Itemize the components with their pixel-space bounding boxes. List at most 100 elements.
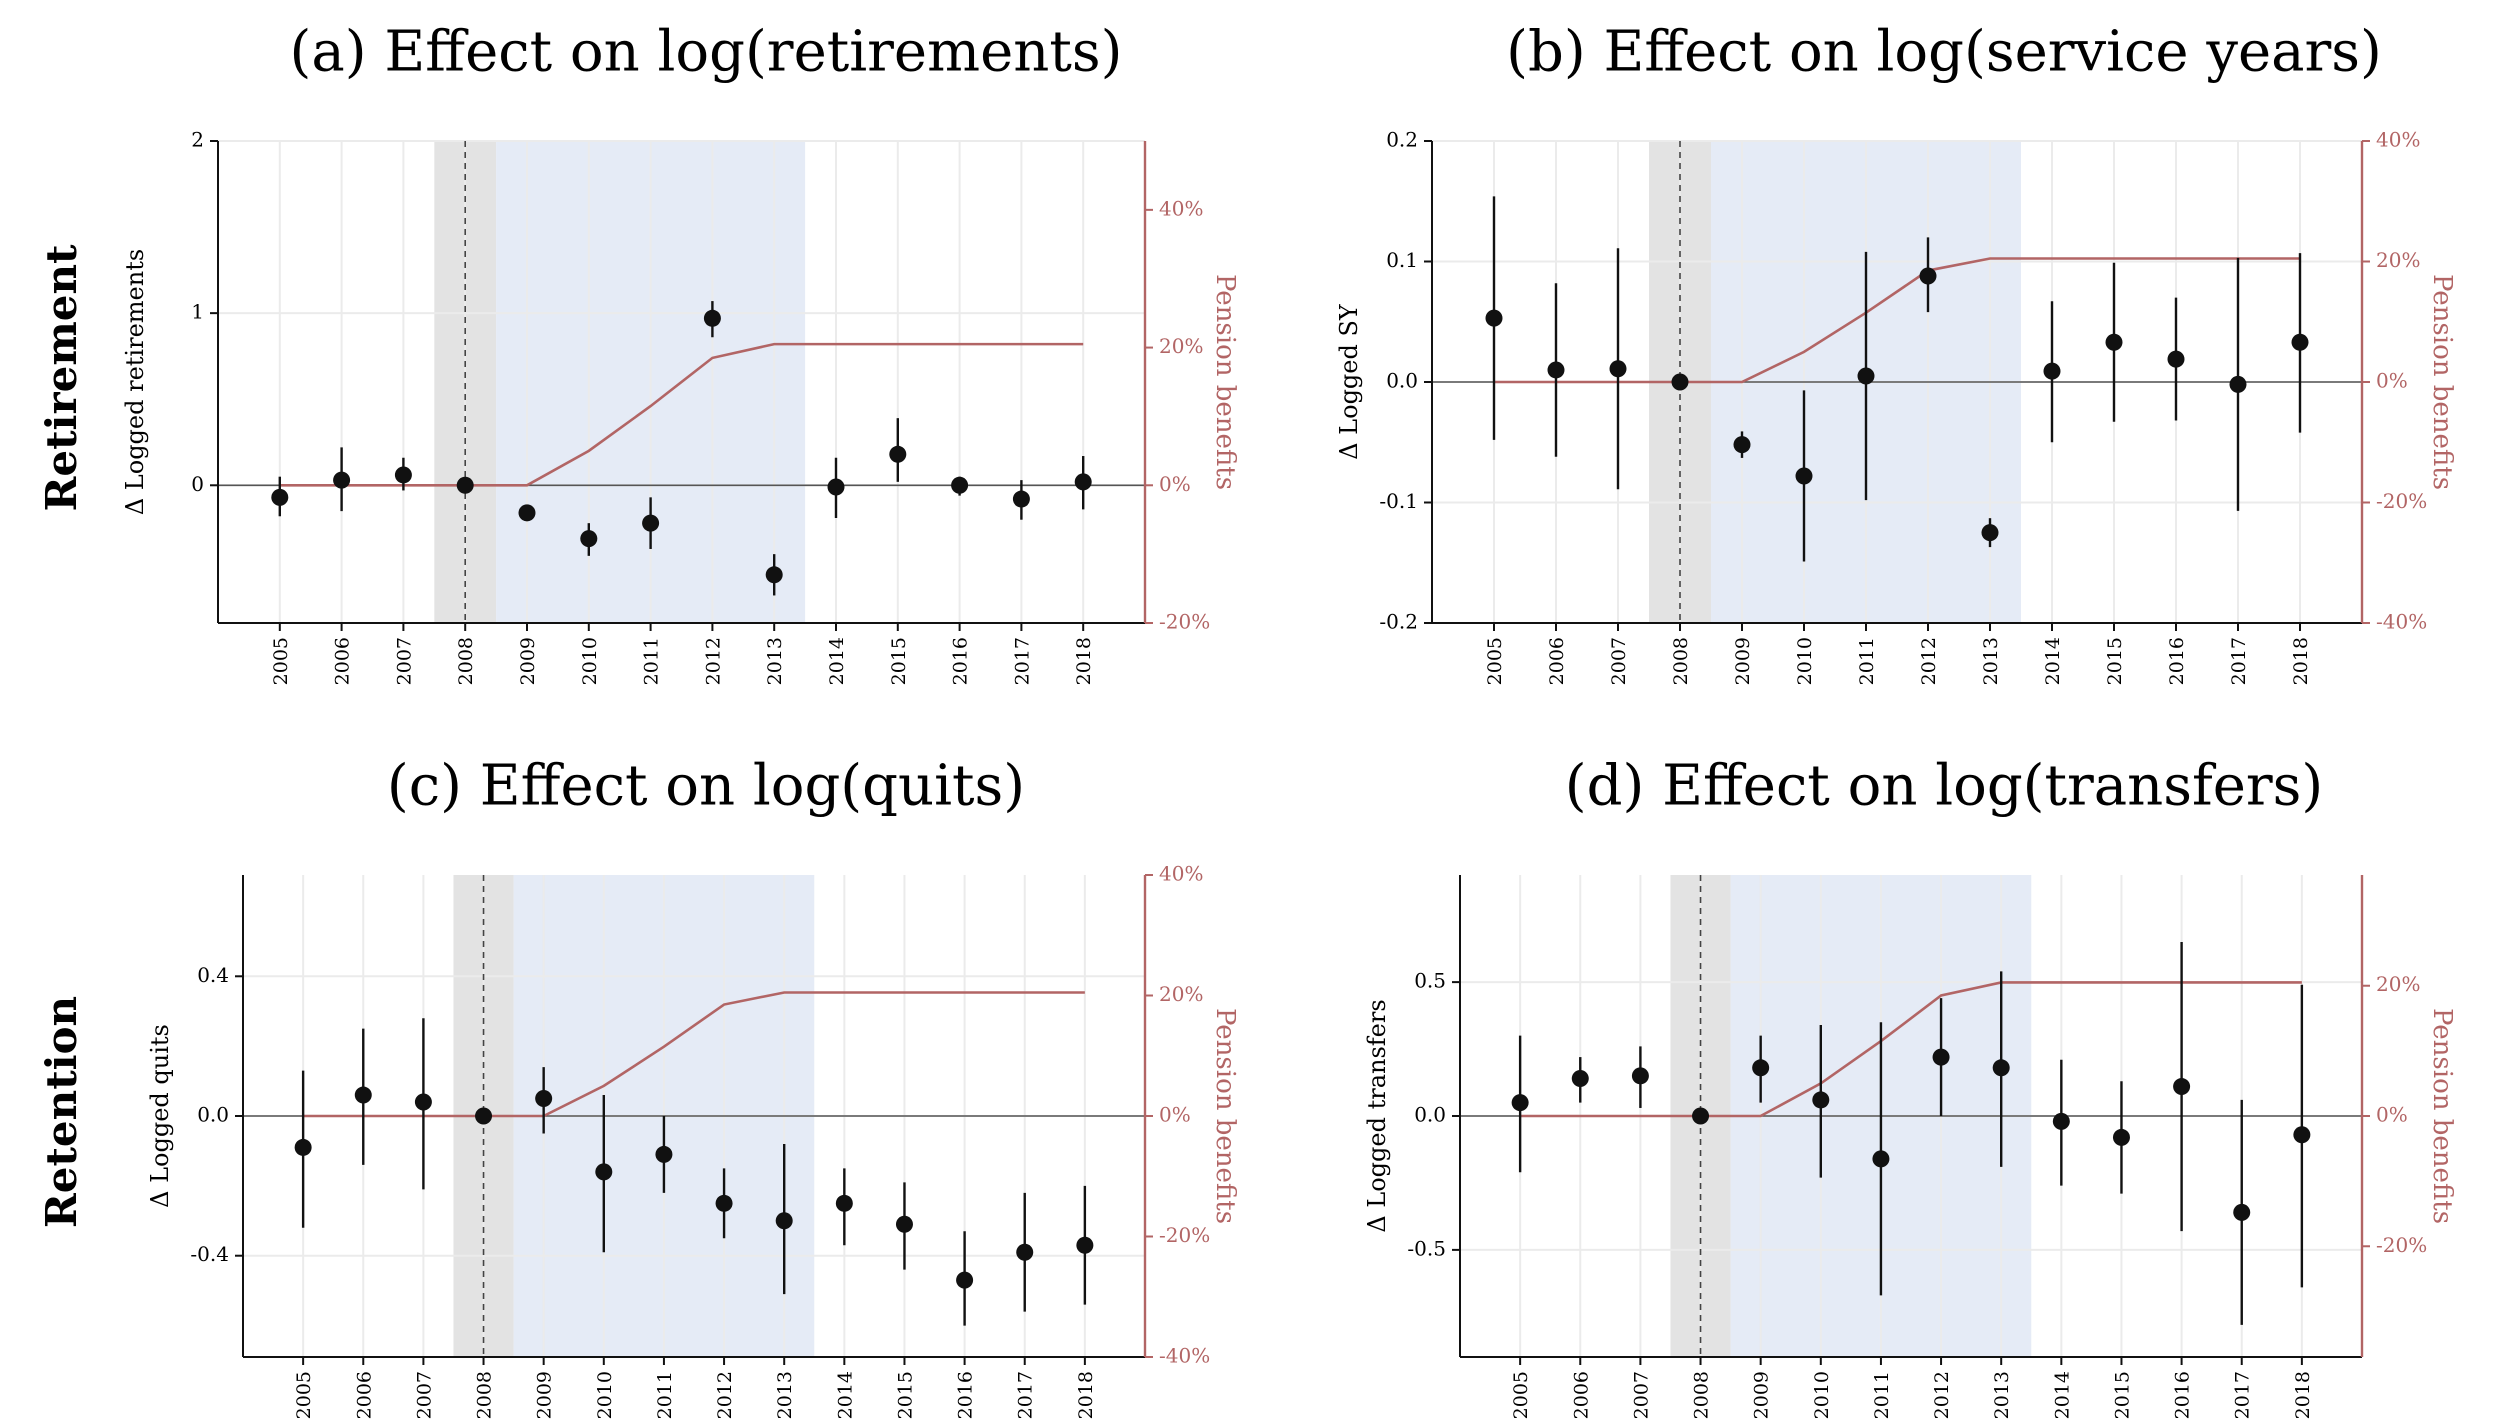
- estimate-point: [1012, 490, 1030, 508]
- x-tick-label: 2010: [579, 637, 601, 685]
- estimate-point: [535, 1090, 553, 1108]
- x-tick-label: 2008: [474, 1371, 496, 1419]
- estimate-point: [580, 530, 598, 548]
- estimate-point: [333, 471, 351, 489]
- x-tick-label: 2007: [393, 637, 415, 685]
- y-tick-label: 0.4: [197, 963, 229, 987]
- pension-benefits-line: [303, 991, 1085, 1118]
- y2-tick-label: 40%: [1159, 196, 1203, 220]
- estimate-point: [1795, 467, 1813, 485]
- y-tick-label: 1: [191, 300, 204, 324]
- x-tick-label: 2018: [2292, 1371, 2314, 1419]
- y-tick-label: 0.0: [1414, 1103, 1446, 1127]
- estimate-point: [1485, 309, 1503, 327]
- chart-title: (b) Effect on log(service years): [1506, 20, 2382, 85]
- x-tick-label: 2012: [1918, 637, 1940, 685]
- estimate-point: [765, 566, 783, 584]
- x-tick-label: 2014: [826, 637, 848, 685]
- estimate-point: [1571, 1070, 1589, 1088]
- x-tick-label: 2011: [1856, 637, 1878, 685]
- x-tick-label: 2009: [517, 637, 539, 685]
- estimate-point: [835, 1194, 853, 1212]
- y2-tick-label: 0%: [2376, 369, 2408, 393]
- estimate-point: [1752, 1059, 1770, 1077]
- chart-title: (d) Effect on log(transfers): [1565, 754, 2323, 819]
- y2-axis-label: Pension benefits: [1210, 1008, 1240, 1224]
- y2-tick-label: -20%: [1159, 1223, 1210, 1247]
- x-tick-label: 2015: [888, 637, 910, 685]
- estimate-point: [1857, 367, 1875, 385]
- y-tick-label: -0.1: [1379, 489, 1418, 513]
- x-tick-label: 2015: [2104, 637, 2126, 685]
- y-tick-label: 0.2: [1386, 128, 1418, 152]
- y-tick-label: 0.0: [1386, 369, 1418, 393]
- x-tick-label: 2005: [1510, 1371, 1532, 1419]
- x-tick-label: 2011: [641, 637, 663, 685]
- estimate-point: [642, 514, 660, 532]
- estimate-point: [2052, 1112, 2070, 1130]
- y2-tick-label: -40%: [2376, 610, 2427, 634]
- estimate-point: [1609, 360, 1627, 378]
- estimate-point: [1692, 1107, 1710, 1125]
- x-tick-label: 2017: [1015, 1371, 1037, 1419]
- estimate-point: [2043, 362, 2061, 380]
- estimate-point: [1872, 1150, 1890, 1168]
- estimate-point: [2105, 333, 2123, 351]
- pension-benefits-line: [1520, 981, 2302, 1118]
- y2-tick-label: 20%: [2376, 248, 2420, 272]
- chart-title: (c) Effect on log(quits): [387, 754, 1025, 819]
- x-tick-label: 2011: [654, 1371, 676, 1419]
- y2-tick-label: 0%: [2376, 1103, 2408, 1127]
- estimate-point: [518, 504, 536, 522]
- estimate-point: [414, 1093, 432, 1111]
- x-tick-label: 2013: [774, 1371, 796, 1419]
- x-tick-label: 2008: [455, 637, 477, 685]
- estimate-point: [827, 478, 845, 496]
- estimate-point: [703, 309, 721, 327]
- x-tick-label: 2007: [1608, 637, 1630, 685]
- x-tick-label: 2015: [2111, 1371, 2133, 1419]
- pension-benefits-line: [1494, 257, 2300, 384]
- y2-tick-label: 40%: [1159, 862, 1203, 886]
- y-tick-label: 2: [191, 128, 204, 152]
- x-tick-label: 2011: [1871, 1371, 1893, 1419]
- estimate-point: [271, 488, 289, 506]
- chart-panel-d: (d) Effect on log(transfers) -0.5 0.0 0.5 Δ …: [1363, 754, 2457, 1420]
- x-tick-label: 2006: [1570, 1371, 1592, 1419]
- y-tick-label: 0.1: [1386, 248, 1418, 272]
- estimate-point: [1016, 1243, 1034, 1261]
- estimate-point: [655, 1145, 673, 1163]
- x-tick-label: 2016: [955, 1371, 977, 1419]
- y2-tick-label: 0%: [1159, 1103, 1191, 1127]
- row-label-retirement: Retirement: [37, 244, 86, 512]
- x-tick-label: 2013: [1980, 637, 2002, 685]
- x-tick-label: 2012: [714, 1371, 736, 1419]
- y2-axis-label: Pension benefits: [2427, 274, 2457, 490]
- y2-tick-label: 20%: [1159, 982, 1203, 1006]
- estimate-point: [595, 1163, 613, 1181]
- estimate-point: [775, 1212, 793, 1230]
- x-tick-label: 2013: [764, 637, 786, 685]
- x-tick-label: 2005: [270, 637, 292, 685]
- x-tick-label: 2014: [2042, 637, 2064, 685]
- x-tick-label: 2009: [1751, 1371, 1773, 1419]
- x-tick-label: 2015: [894, 1371, 916, 1419]
- y-axis-label: Δ Logged quits: [146, 1024, 174, 1208]
- x-tick-label: 2009: [534, 1371, 556, 1419]
- y2-tick-label: -20%: [2376, 1233, 2427, 1257]
- estimate-point: [2291, 333, 2309, 351]
- y-tick-label: 0.5: [1414, 969, 1446, 993]
- y-axis-label: Δ Logged retirements: [121, 249, 149, 515]
- estimate-point: [475, 1107, 493, 1125]
- estimate-point: [1074, 473, 1092, 491]
- estimate-point: [1076, 1236, 1094, 1254]
- estimate-point: [2112, 1128, 2130, 1146]
- x-tick-label: 2005: [1484, 637, 1506, 685]
- x-tick-label: 2016: [950, 637, 972, 685]
- estimate-point: [889, 445, 907, 463]
- y2-axis-label: Pension benefits: [1210, 274, 1240, 490]
- x-tick-label: 2017: [2228, 637, 2250, 685]
- estimate-point: [2167, 350, 2185, 368]
- estimate-point: [1932, 1048, 1950, 1066]
